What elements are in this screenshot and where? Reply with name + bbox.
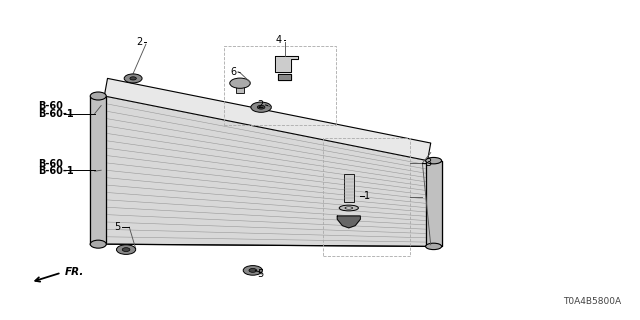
Bar — [236, 83, 244, 93]
Polygon shape — [104, 78, 431, 161]
Ellipse shape — [90, 92, 106, 100]
Text: B-60-1: B-60-1 — [38, 166, 74, 176]
Text: 6: 6 — [230, 67, 236, 77]
Ellipse shape — [426, 243, 442, 250]
Circle shape — [116, 245, 136, 254]
Text: B-60: B-60 — [38, 101, 63, 111]
Polygon shape — [104, 96, 428, 246]
Polygon shape — [278, 74, 291, 80]
Circle shape — [251, 102, 271, 112]
Text: B-60: B-60 — [38, 159, 63, 169]
Ellipse shape — [345, 207, 353, 209]
Text: FR.: FR. — [65, 267, 84, 277]
Text: 4: 4 — [275, 35, 282, 45]
Text: T0A4B5800A: T0A4B5800A — [563, 297, 621, 306]
Polygon shape — [337, 216, 360, 228]
Bar — [344, 174, 354, 202]
Circle shape — [130, 77, 136, 80]
Circle shape — [257, 105, 265, 109]
Text: 5: 5 — [114, 222, 120, 232]
Ellipse shape — [339, 205, 358, 211]
Text: 5: 5 — [257, 268, 264, 279]
Circle shape — [243, 266, 262, 275]
Ellipse shape — [426, 157, 442, 164]
Circle shape — [249, 268, 257, 272]
Text: B-60-1: B-60-1 — [38, 109, 74, 119]
Circle shape — [122, 248, 130, 252]
Text: 1: 1 — [364, 191, 370, 201]
Text: 2: 2 — [257, 100, 264, 110]
Polygon shape — [90, 96, 106, 244]
Circle shape — [124, 74, 142, 83]
Ellipse shape — [90, 240, 106, 248]
Text: 2: 2 — [136, 36, 142, 47]
Polygon shape — [426, 161, 442, 246]
Circle shape — [230, 78, 250, 88]
Text: 3: 3 — [426, 157, 432, 168]
Polygon shape — [275, 56, 298, 72]
